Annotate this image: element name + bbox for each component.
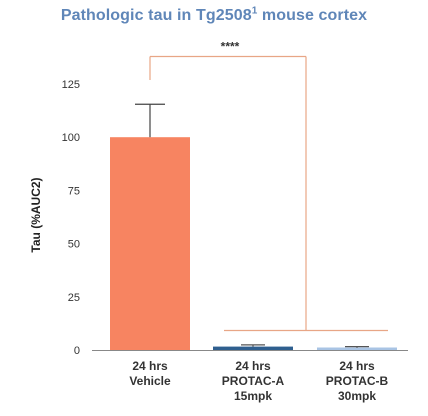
- category-label: 30mpk: [338, 389, 376, 403]
- significance-bracket: ****: [149, 40, 388, 332]
- y-tick-label: 50: [68, 239, 80, 251]
- category-label: 24 hrs: [235, 359, 271, 373]
- error-bars: [135, 103, 369, 348]
- bars: [110, 137, 397, 350]
- category-label: 24 hrs: [339, 359, 375, 373]
- chart-title: Pathologic tau in Tg25081 mouse cortex: [60, 5, 368, 24]
- y-tick-label: 0: [74, 345, 80, 357]
- y-tick-label: 125: [62, 79, 80, 91]
- y-tick-label: 100: [62, 132, 80, 144]
- y-tick-labels: 0 25 50 75 100 125: [62, 79, 80, 357]
- y-axis-title-group: Tau (%AUC2): [29, 177, 43, 252]
- category-label: PROTAC-A: [222, 374, 285, 388]
- significance-label: ****: [221, 40, 240, 54]
- bar-3: [317, 347, 397, 350]
- y-tick-label: 75: [68, 185, 80, 197]
- category-label: 24 hrs: [132, 359, 168, 373]
- category-label: PROTAC-B: [326, 374, 389, 388]
- y-axis-title: Tau (%AUC2): [29, 177, 43, 252]
- bar-1: [110, 137, 190, 350]
- y-tick-label: 25: [68, 292, 80, 304]
- bar-2: [213, 346, 293, 350]
- category-label: Vehicle: [129, 374, 171, 388]
- category-label: 15mpk: [234, 389, 272, 403]
